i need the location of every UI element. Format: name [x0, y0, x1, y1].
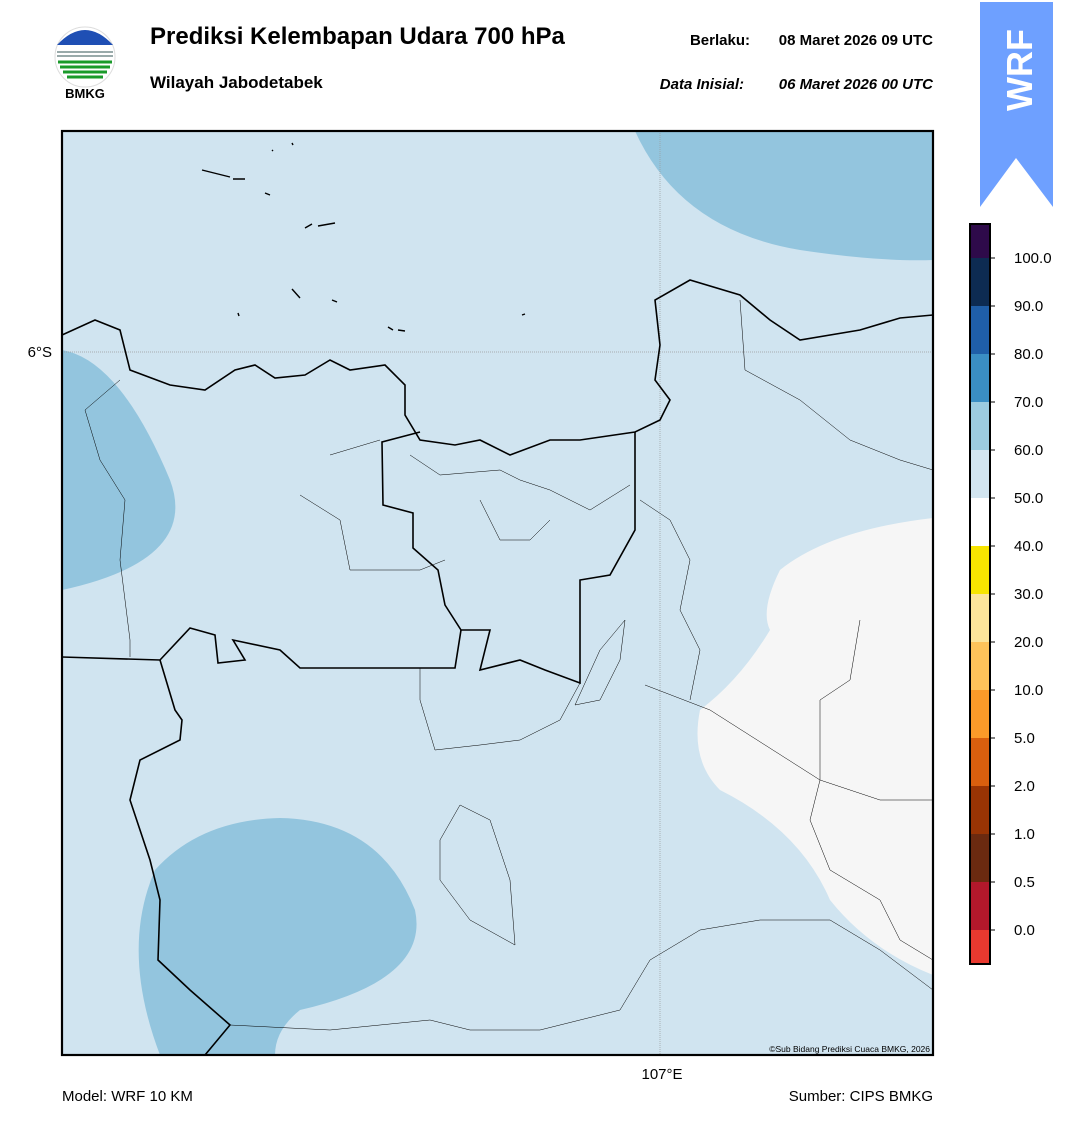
colorbar: 100.0 90.0 80.0 70.0 60.0 50.0 40.0 30.0 20.0 10.…	[969, 223, 1052, 965]
colorbar-label: 5.0	[1014, 730, 1035, 747]
colorbar-bin	[970, 642, 990, 690]
logo: BMKG	[54, 26, 116, 101]
colorbar-label: 90.0	[1014, 298, 1043, 315]
colorbar-bin	[970, 834, 990, 882]
colorbar-bin	[970, 546, 990, 594]
footer-model: Model: WRF 10 KM	[62, 1088, 193, 1105]
subtitle: Wilayah Jabodetabek	[150, 73, 323, 92]
colorbar-bin	[970, 354, 990, 402]
colorbar-bin	[970, 882, 990, 930]
badge-text: WRF	[999, 29, 1040, 111]
map-frame	[60, 129, 935, 1057]
colorbar-bin	[970, 786, 990, 834]
valid-label: Berlaku:	[690, 32, 750, 49]
colorbar-bin	[970, 224, 990, 258]
colorbar-label: 0.0	[1014, 922, 1035, 939]
valid-value: 08 Maret 2026 09 UTC	[779, 32, 933, 49]
title: Prediksi Kelembapan Udara 700 hPa	[150, 23, 566, 50]
footer-source: Sumber: CIPS BMKG	[789, 1088, 933, 1105]
colorbar-bin	[970, 258, 990, 306]
colorbar-bin	[970, 690, 990, 738]
colorbar-label: 60.0	[1014, 442, 1043, 459]
credit: ©Sub Bidang Prediksi Cuaca BMKG, 2026	[769, 1044, 930, 1054]
colorbar-label: 100.0	[1014, 250, 1052, 267]
colorbar-bin	[970, 450, 990, 498]
colorbar-label: 0.5	[1014, 874, 1035, 891]
colorbar-label: 10.0	[1014, 682, 1043, 699]
colorbar-bin	[970, 738, 990, 786]
colorbar-label: 50.0	[1014, 490, 1043, 507]
logo-text: BMKG	[65, 86, 105, 101]
init-value: 06 Maret 2026 00 UTC	[779, 76, 934, 93]
colorbar-bin	[970, 306, 990, 354]
colorbar-label: 80.0	[1014, 346, 1043, 363]
colorbar-bin	[970, 930, 990, 964]
colorbar-label: 30.0	[1014, 586, 1043, 603]
lon-label: 107°E	[641, 1066, 682, 1083]
colorbar-label: 2.0	[1014, 778, 1035, 795]
colorbar-bin	[970, 594, 990, 642]
map: ©Sub Bidang Prediksi Cuaca BMKG, 2026	[62, 131, 933, 1055]
colorbar-bin	[970, 402, 990, 450]
colorbar-bin	[970, 498, 990, 546]
colorbar-label: 70.0	[1014, 394, 1043, 411]
colorbar-label: 1.0	[1014, 826, 1035, 843]
wrf-badge	[980, 2, 1053, 207]
init-label: Data Inisial:	[660, 76, 744, 93]
colorbar-label: 20.0	[1014, 634, 1043, 651]
lat-label: 6°S	[28, 344, 52, 361]
colorbar-label: 40.0	[1014, 538, 1043, 555]
